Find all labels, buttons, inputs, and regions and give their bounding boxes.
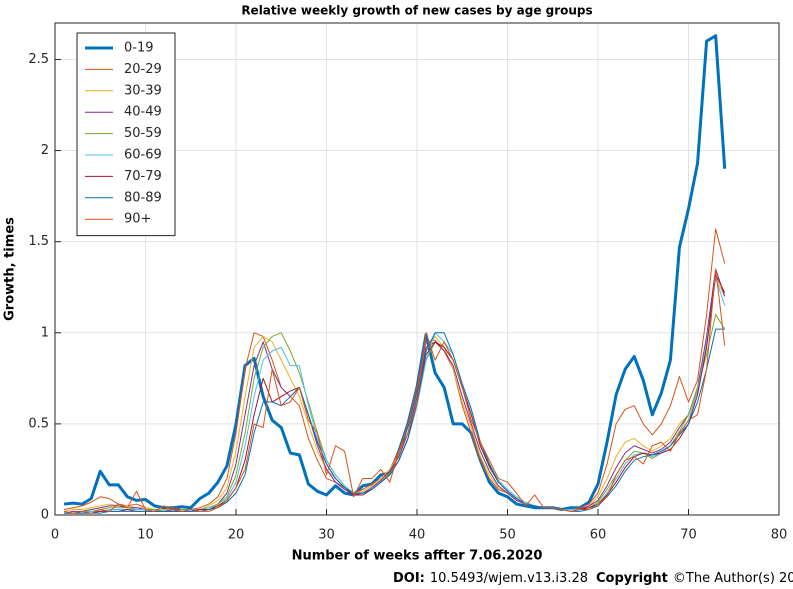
copyright-label: Copyright [596,571,668,586]
plot-frame [54,22,780,516]
doi-label: DOI: [393,571,425,586]
y-axis-label: Growth, times [3,217,18,321]
series-line [63,268,726,514]
y-tick-label: 2.5 [28,52,49,67]
legend-label: 70-79 [124,169,162,184]
legend-label: 80-89 [124,190,162,205]
y-tick-label: 0.5 [28,416,49,431]
y-tick-label: 2 [41,143,49,158]
x-tick-label: 50 [499,528,516,543]
x-tick-label: 20 [228,528,245,543]
footer: DOI: 10.5493/wjem.v13.i3.28 Copyright ©The … [393,571,793,586]
legend-label: 60-69 [124,148,162,163]
legend-label: 90+ [124,212,151,227]
legend-label: 0-19 [124,41,154,56]
legend-label: 50-59 [124,126,162,141]
legend-label: 40-49 [124,105,162,120]
copyright: ©The Author(s) 2023. [673,571,793,586]
x-tick-label: 70 [680,528,697,543]
y-tick-label: 0 [41,508,49,523]
x-tick-label: 30 [318,528,335,543]
x-tick-label: 60 [590,528,607,543]
x-tick-label: 40 [409,528,426,543]
legend: 0-19 20-29 30-39 40-49 50-59 60-69 70-79 80-89 9… [76,32,176,237]
y-tick-label: 1.5 [28,234,49,249]
x-tick-label: 80 [771,528,788,543]
x-tick-label: 10 [137,528,154,543]
legend-box [76,32,176,237]
legend-label: 30-39 [124,83,162,98]
series-line [63,228,726,511]
x-tick-label: 0 [51,528,59,543]
y-tick-label: 1 [41,325,49,340]
x-axis-label: Number of weeks affter 7.06.2020 [292,549,543,564]
legend-label: 20-29 [124,62,162,77]
doi: 10.5493/wjem.v13.i3.28 [430,571,588,586]
chart-title: Relative weekly growth of new cases by a… [241,4,592,18]
